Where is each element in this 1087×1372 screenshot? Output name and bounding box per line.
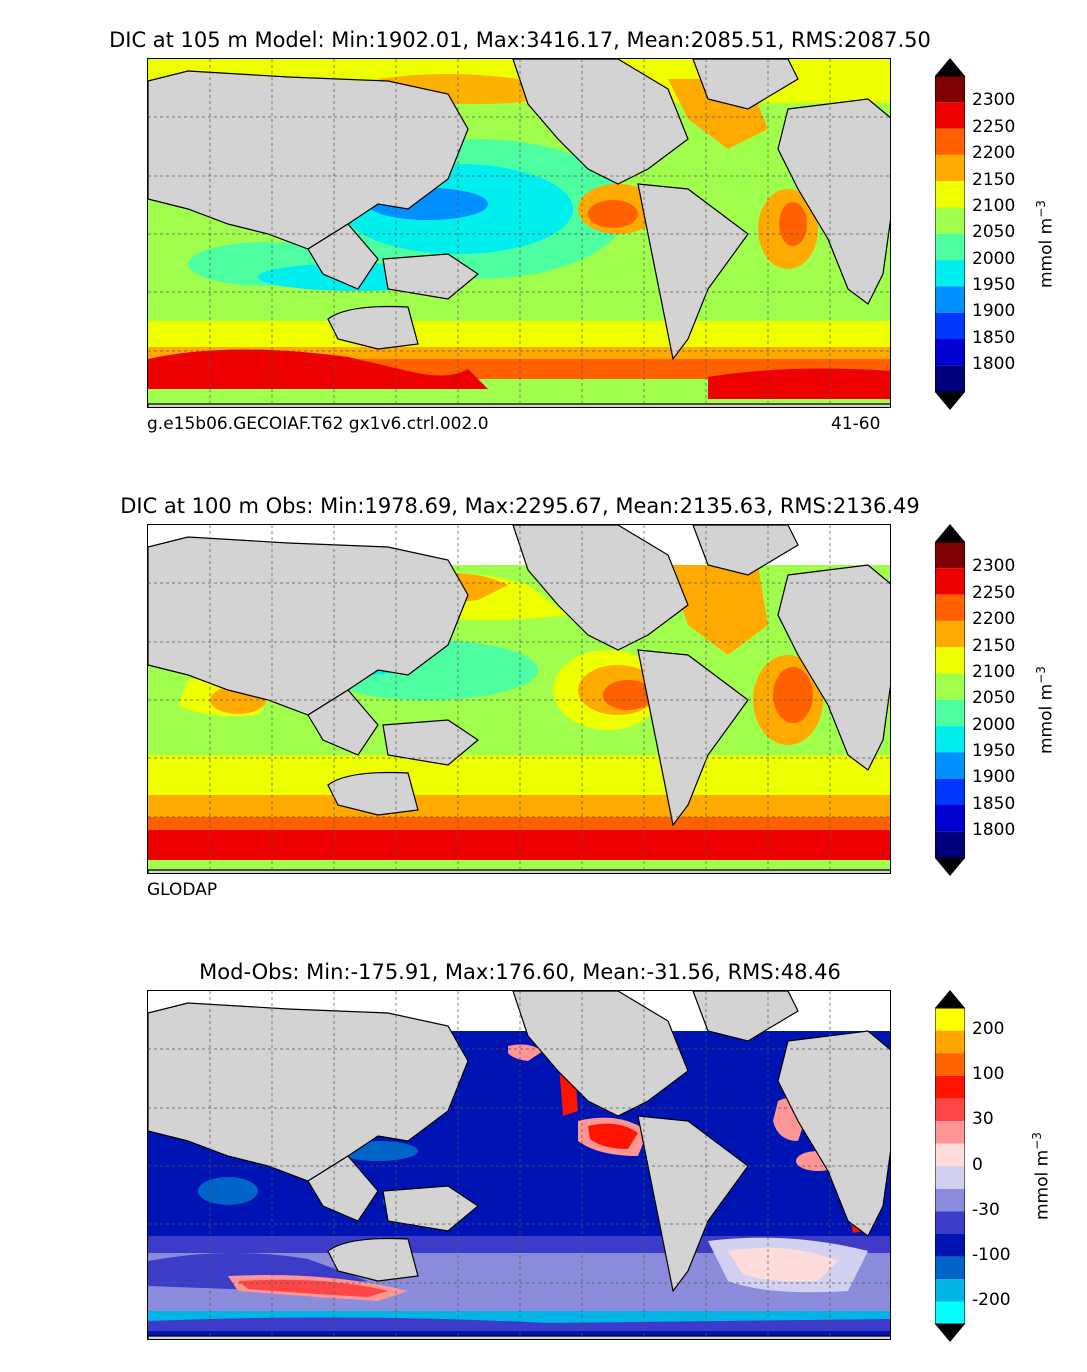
panel1-colorbar (934, 58, 966, 410)
panel1-tick-1900: 1900 (972, 301, 1016, 321)
panel2-tick-1800: 1800 (972, 820, 1016, 840)
panel1-tick-2300: 2300 (972, 90, 1016, 110)
graticule (148, 59, 890, 407)
panel3-tick-minus30: -30 (972, 1200, 1000, 1220)
panel1-colorbar-label: mmol m−3 (1034, 200, 1057, 288)
land-masses (148, 525, 890, 873)
panel2-footer-left: GLODAP (147, 880, 218, 900)
panel2-tick-2150: 2150 (972, 636, 1016, 656)
panel2-map (147, 524, 891, 874)
graticule (148, 991, 890, 1339)
panel2-tick-1900: 1900 (972, 767, 1016, 787)
panel2-tick-2200: 2200 (972, 609, 1016, 629)
panel1-tick-2200: 2200 (972, 143, 1016, 163)
panel2-tick-1850: 1850 (972, 794, 1016, 814)
panel3-colorbar-svg (934, 990, 966, 1342)
panel1-tick-1950: 1950 (972, 275, 1016, 295)
panel2-unit-exp: −3 (1034, 666, 1048, 684)
panel3-unit: mmol m (1032, 1149, 1053, 1220)
panel2-tick-2050: 2050 (972, 688, 1016, 708)
panel2-colorbar (934, 524, 966, 876)
panel3-map (147, 990, 891, 1340)
panel2-colorbar-label: mmol m−3 (1034, 666, 1057, 754)
panel1-footer-left: g.e15b06.GECOIAF.T62 gx1v6.ctrl.002.0 (147, 414, 489, 434)
panel2-tick-2300: 2300 (972, 556, 1016, 576)
panel2-tick-2000: 2000 (972, 715, 1016, 735)
panel1-map (147, 58, 891, 408)
panel2-colorbar-svg (934, 524, 966, 876)
panel3-tick-minus200: -200 (972, 1290, 1011, 1310)
panel2-map-svg (148, 525, 890, 873)
panel3-tick-200: 200 (972, 1019, 1005, 1039)
panel1-tick-2150: 2150 (972, 170, 1016, 190)
panel1-unit-exp: −3 (1034, 200, 1048, 218)
panel1-tick-1800: 1800 (972, 354, 1016, 374)
panel2-tick-2250: 2250 (972, 583, 1016, 603)
graticule (148, 525, 890, 873)
panel3-title: Mod-Obs: Min:-175.91, Max:176.60, Mean:-… (199, 960, 841, 984)
panel3-map-svg (148, 991, 890, 1339)
land-masses (148, 59, 890, 407)
panel3-tick-30: 30 (972, 1109, 994, 1129)
panel2-title: DIC at 100 m Obs: Min:1978.69, Max:2295.… (120, 494, 920, 518)
panel1-map-svg (148, 59, 890, 407)
panel2-tick-2100: 2100 (972, 662, 1016, 682)
panel3-tick-minus100: -100 (972, 1245, 1011, 1265)
panel3-tick-100: 100 (972, 1064, 1005, 1084)
panel2-unit: mmol m (1036, 683, 1057, 754)
panel1-title: DIC at 105 m Model: Min:1902.01, Max:341… (109, 28, 931, 52)
panel1-tick-2100: 2100 (972, 196, 1016, 216)
panel3-unit-exp: −3 (1030, 1132, 1044, 1150)
panel1-footer-right: 41-60 (831, 414, 881, 434)
panel1-tick-2250: 2250 (972, 117, 1016, 137)
panel1-tick-1850: 1850 (972, 328, 1016, 348)
land-masses (148, 991, 890, 1339)
panel3-tick-0: 0 (972, 1155, 983, 1175)
panel1-unit: mmol m (1036, 217, 1057, 288)
panel1-tick-2050: 2050 (972, 222, 1016, 242)
panel3-colorbar-label: mmol m−3 (1030, 1132, 1053, 1220)
panel3-colorbar (934, 990, 966, 1342)
panel1-colorbar-svg (934, 58, 966, 410)
panel1-tick-2000: 2000 (972, 249, 1016, 269)
panel2-tick-1950: 1950 (972, 741, 1016, 761)
